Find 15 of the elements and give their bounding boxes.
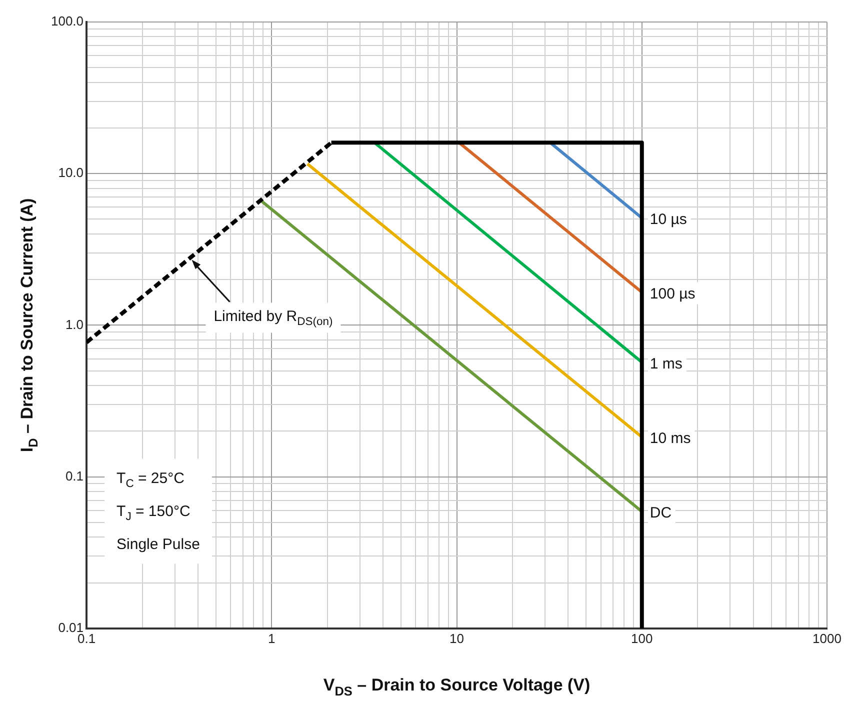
y-tick-label: 100.0	[50, 14, 84, 29]
series-label: 10 ms	[650, 430, 691, 448]
y-tick-label: 1.0	[65, 316, 84, 332]
y-axis-title: ID – Drain to Source Current (A)	[18, 198, 40, 452]
y-tick-label: 10.0	[58, 165, 84, 180]
y-tick-label: 0.1	[65, 468, 84, 484]
series-label: 10 µs	[650, 211, 687, 228]
x-tick-label: 1	[268, 630, 276, 646]
annotation: Single Pulse	[116, 536, 200, 553]
x-tick-label: 1000	[812, 630, 842, 646]
series-label: DC	[650, 504, 672, 522]
series-label: 1 ms	[650, 355, 682, 372]
x-tick-label: 100	[631, 630, 653, 646]
x-tick-label: 10	[450, 630, 464, 646]
series-label: 100 µs	[650, 285, 696, 302]
